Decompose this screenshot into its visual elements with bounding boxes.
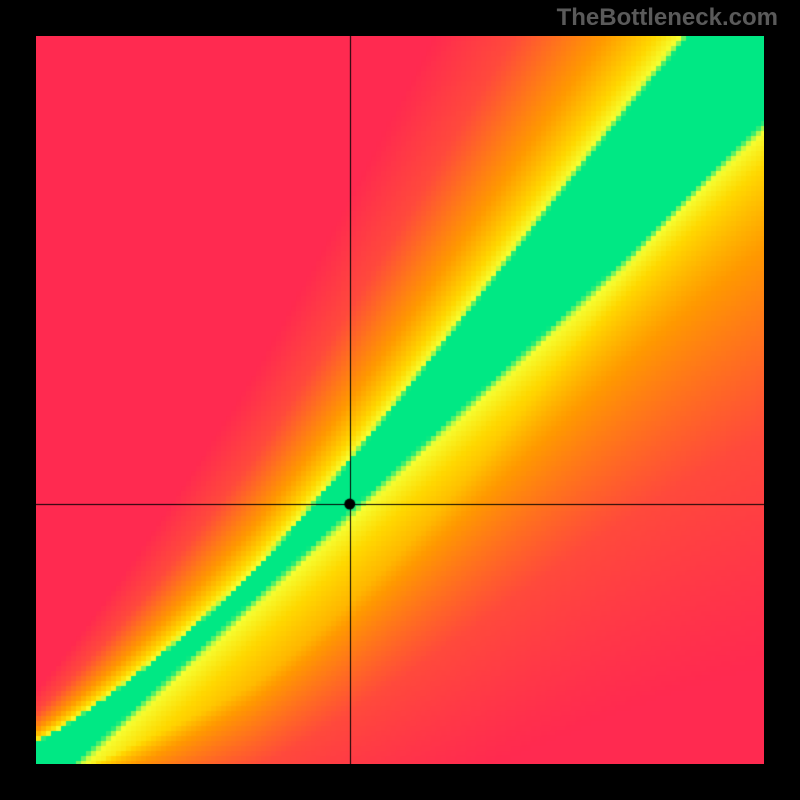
watermark-text: TheBottleneck.com [557,4,778,32]
bottleneck-heatmap [36,36,764,764]
